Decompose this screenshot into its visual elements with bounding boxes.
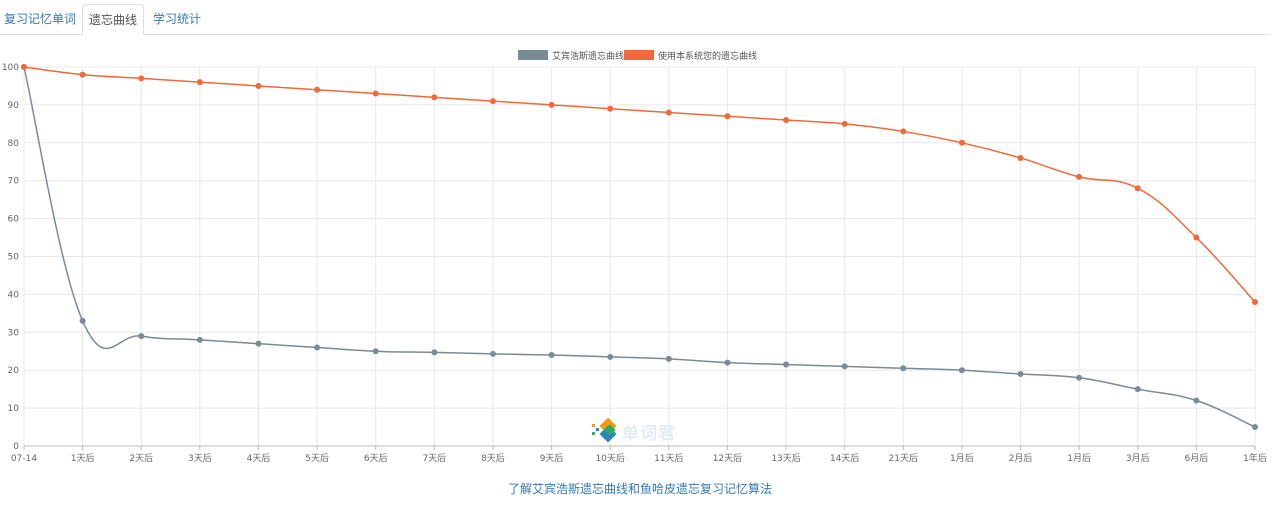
- legend-label-1: 使用本系统您的遗忘曲线: [658, 50, 757, 62]
- chart-legend[interactable]: 艾宾浩斯遗忘曲线 使用本系统您的遗忘曲线: [518, 50, 757, 62]
- legend-swatch-0: [518, 50, 548, 60]
- data-point: [665, 109, 672, 116]
- data-point: [21, 64, 27, 70]
- data-point: [1252, 298, 1258, 305]
- x-tick-label: 12天后: [713, 453, 742, 464]
- data-point: [958, 367, 965, 374]
- x-tick-label: 1年后: [1243, 452, 1267, 464]
- data-point: [196, 336, 203, 343]
- y-tick-label: 50: [8, 253, 20, 263]
- data-point: [79, 71, 86, 78]
- data-point: [900, 365, 907, 372]
- x-tick-label: 3天后: [188, 453, 212, 464]
- data-point: [138, 333, 145, 340]
- y-tick-label: 30: [8, 328, 20, 338]
- x-tick-label: 14天后: [830, 453, 859, 464]
- legend-swatch-1: [624, 50, 654, 60]
- y-tick-label: 80: [8, 139, 20, 149]
- y-tick-label: 10: [8, 404, 20, 414]
- data-point: [783, 361, 790, 368]
- data-point: [548, 101, 555, 108]
- x-tick-label: 21天后: [889, 453, 918, 464]
- data-point: [841, 120, 848, 127]
- x-tick-label: 9天后: [540, 453, 564, 464]
- data-point: [431, 94, 438, 101]
- data-point: [255, 340, 262, 347]
- series-line-0: [23, 66, 1256, 428]
- x-tick-label: 6天后: [364, 453, 388, 464]
- tab-bar: 复习记忆单词 遗忘曲线 学习统计: [0, 0, 1270, 35]
- data-point: [1134, 185, 1141, 192]
- x-tick-label: 7天后: [422, 453, 446, 464]
- x-tick-label: 1月后: [1067, 453, 1091, 464]
- data-point: [1076, 374, 1083, 381]
- x-tick-label: 10天后: [595, 453, 624, 464]
- data-point: [1017, 370, 1024, 377]
- data-point: [314, 86, 321, 93]
- x-tick-label: 11天后: [654, 453, 683, 464]
- data-point: [783, 117, 790, 124]
- x-tick-label: 07-14: [11, 454, 37, 464]
- data-point: [372, 90, 379, 97]
- y-tick-label: 0: [13, 442, 19, 452]
- x-tick-label: 5天后: [305, 453, 329, 464]
- data-point: [196, 79, 203, 86]
- x-tick-label: 8天后: [481, 453, 505, 464]
- data-point: [607, 105, 614, 112]
- data-point: [900, 128, 907, 135]
- x-tick-label: 1月后: [950, 453, 974, 464]
- watermark-text: 单词君: [622, 424, 676, 444]
- data-point: [548, 352, 555, 359]
- data-point: [79, 317, 86, 324]
- x-tick-label: 3月后: [1126, 453, 1150, 464]
- data-point: [607, 353, 614, 360]
- data-point: [1017, 154, 1024, 161]
- watermark-logo: 单词君: [588, 414, 680, 446]
- data-point: [1193, 397, 1200, 404]
- data-point: [314, 344, 321, 351]
- chart-axes: 0 10 20 30 40 50 60 70 80 90 100 07-14 1天后 2天后 3天后 4天后 5…: [2, 63, 1267, 464]
- y-tick-label: 100: [2, 63, 19, 73]
- forgetting-curve-info-link[interactable]: 了解艾宾浩斯遗忘曲线和鱼哈皮遗忘复习记忆算法: [507, 482, 772, 496]
- x-tick-label: 2天后: [129, 453, 153, 464]
- y-tick-label: 20: [8, 366, 20, 376]
- x-tick-label: 4天后: [247, 453, 271, 464]
- legend-label-0: 艾宾浩斯遗忘曲线: [552, 50, 624, 62]
- x-tick-label: 1天后: [71, 453, 95, 464]
- data-point: [841, 363, 848, 370]
- data-point: [138, 75, 145, 82]
- data-point: [489, 350, 496, 357]
- chart-series: [21, 64, 1258, 431]
- data-point: [665, 355, 672, 362]
- y-tick-label: 90: [8, 101, 20, 111]
- data-point: [255, 82, 262, 89]
- x-tick-label: 13天后: [771, 453, 800, 464]
- data-point: [1252, 424, 1258, 431]
- tab-study-stats[interactable]: 学习统计: [152, 12, 201, 26]
- y-tick-label: 60: [8, 215, 20, 225]
- x-tick-label: 2月后: [1009, 453, 1033, 464]
- data-point: [372, 348, 379, 355]
- data-point: [489, 98, 496, 105]
- chart-grid: [23, 66, 1256, 447]
- series-line-1: [23, 66, 1256, 303]
- forgetting-curve-chart: 0 10 20 30 40 50 60 70 80 90 100 07-14 1天后 2天后 3天后 4天后 5…: [2, 50, 1267, 464]
- data-point: [1134, 386, 1141, 393]
- data-point: [1076, 173, 1083, 180]
- data-point: [958, 139, 965, 146]
- x-tick-label: 6月后: [1185, 453, 1209, 464]
- y-tick-label: 40: [8, 290, 20, 300]
- tab-review-words[interactable]: 复习记忆单词: [3, 12, 76, 26]
- data-point: [1193, 234, 1200, 241]
- watermark-icon: [592, 417, 617, 443]
- y-tick-label: 70: [8, 177, 20, 187]
- data-point: [724, 113, 731, 120]
- tab-forgetting-curve[interactable]: 遗忘曲线: [82, 4, 144, 35]
- data-point: [724, 359, 731, 366]
- data-point: [431, 349, 438, 356]
